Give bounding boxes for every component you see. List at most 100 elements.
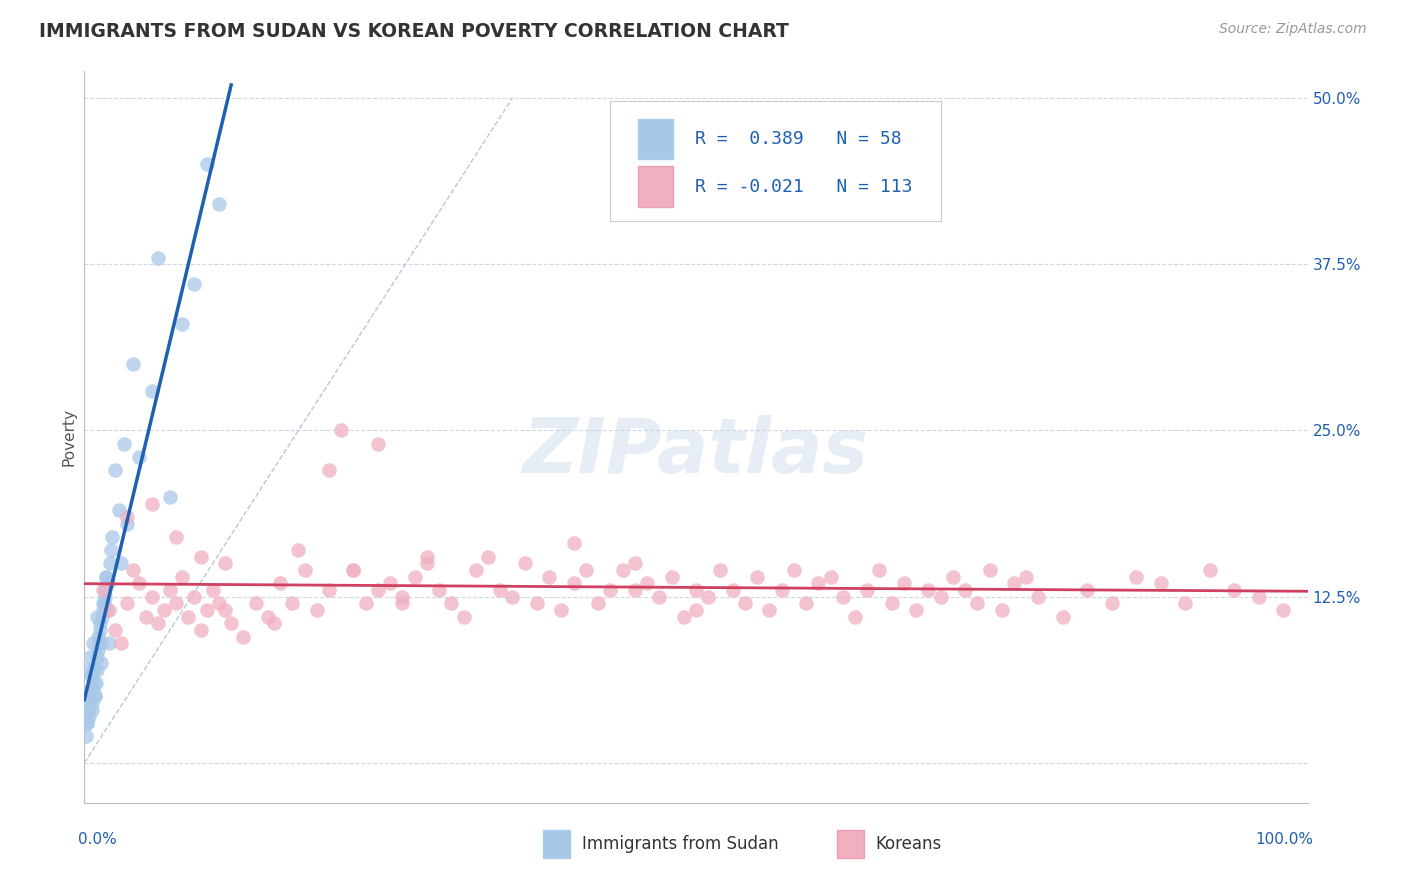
Point xyxy=(93,582,115,597)
Point xyxy=(1150,576,1173,591)
Point xyxy=(991,603,1014,617)
Point xyxy=(942,570,965,584)
Point xyxy=(287,543,309,558)
Point xyxy=(77,696,100,710)
Point xyxy=(77,709,100,723)
Point xyxy=(893,576,915,591)
Point xyxy=(135,609,157,624)
Point xyxy=(380,576,402,591)
Point xyxy=(880,596,903,610)
Text: Koreans: Koreans xyxy=(876,835,942,853)
Point xyxy=(87,643,110,657)
Point xyxy=(90,656,112,670)
Point xyxy=(177,609,200,624)
Text: ZIPatlas: ZIPatlas xyxy=(523,415,869,489)
Point xyxy=(624,582,647,597)
Point xyxy=(195,157,218,171)
Point xyxy=(128,576,150,591)
Point xyxy=(263,616,285,631)
Point xyxy=(94,590,117,604)
Point xyxy=(86,663,108,677)
Point xyxy=(709,563,731,577)
Point xyxy=(93,596,115,610)
Point xyxy=(82,682,104,697)
Point xyxy=(538,570,561,584)
Point xyxy=(97,636,120,650)
Point xyxy=(672,609,695,624)
Point xyxy=(770,582,793,597)
Point xyxy=(97,576,120,591)
Text: 0.0%: 0.0% xyxy=(79,832,117,847)
Point xyxy=(89,623,111,637)
Point xyxy=(77,703,100,717)
Point xyxy=(208,596,231,610)
Point xyxy=(90,636,112,650)
Bar xyxy=(543,830,569,858)
Text: Source: ZipAtlas.com: Source: ZipAtlas.com xyxy=(1219,22,1367,37)
Bar xyxy=(837,830,863,858)
Point xyxy=(91,596,114,610)
Point xyxy=(917,582,939,597)
Point xyxy=(966,596,988,610)
Point xyxy=(104,623,127,637)
Point xyxy=(1223,582,1246,597)
Point xyxy=(195,603,218,617)
Text: Immigrants from Sudan: Immigrants from Sudan xyxy=(582,835,779,853)
Point xyxy=(83,690,105,704)
Point xyxy=(159,582,181,597)
Point xyxy=(416,549,439,564)
Point xyxy=(76,716,98,731)
Point xyxy=(697,590,720,604)
Point xyxy=(91,609,114,624)
Point xyxy=(115,509,138,524)
Point xyxy=(318,463,340,477)
Point xyxy=(97,603,120,617)
Point xyxy=(79,690,101,704)
Point xyxy=(929,590,952,604)
Point xyxy=(562,576,585,591)
Point xyxy=(110,636,132,650)
Point xyxy=(1247,590,1270,604)
Point xyxy=(979,563,1001,577)
Point xyxy=(219,616,242,631)
Point xyxy=(112,436,135,450)
Point xyxy=(77,663,100,677)
Point xyxy=(165,530,187,544)
Point xyxy=(1028,590,1050,604)
Point xyxy=(104,463,127,477)
Point xyxy=(83,663,105,677)
Point xyxy=(214,557,236,571)
Point xyxy=(141,497,163,511)
Point xyxy=(1002,576,1025,591)
Text: IMMIGRANTS FROM SUDAN VS KOREAN POVERTY CORRELATION CHART: IMMIGRANTS FROM SUDAN VS KOREAN POVERTY … xyxy=(39,22,789,41)
Text: 100.0%: 100.0% xyxy=(1256,832,1313,847)
Point xyxy=(1015,570,1038,584)
Point xyxy=(747,570,769,584)
Point xyxy=(404,570,426,584)
Point xyxy=(1125,570,1147,584)
Point xyxy=(82,703,104,717)
Point xyxy=(367,582,389,597)
Point xyxy=(98,557,121,571)
Point xyxy=(100,543,122,558)
Point xyxy=(342,563,364,577)
Point xyxy=(758,603,780,617)
Point xyxy=(1174,596,1197,610)
Point xyxy=(318,582,340,597)
Point xyxy=(453,609,475,624)
Point xyxy=(526,596,548,610)
Text: R = -0.021   N = 113: R = -0.021 N = 113 xyxy=(695,178,912,195)
Point xyxy=(86,609,108,624)
Point xyxy=(172,570,194,584)
Point xyxy=(1076,582,1098,597)
Point xyxy=(856,582,879,597)
Point xyxy=(330,424,353,438)
Point xyxy=(869,563,891,577)
Point xyxy=(783,563,806,577)
Point xyxy=(391,596,413,610)
Point xyxy=(190,623,212,637)
Point xyxy=(76,716,98,731)
Point xyxy=(367,436,389,450)
Point xyxy=(214,603,236,617)
Point xyxy=(794,596,817,610)
